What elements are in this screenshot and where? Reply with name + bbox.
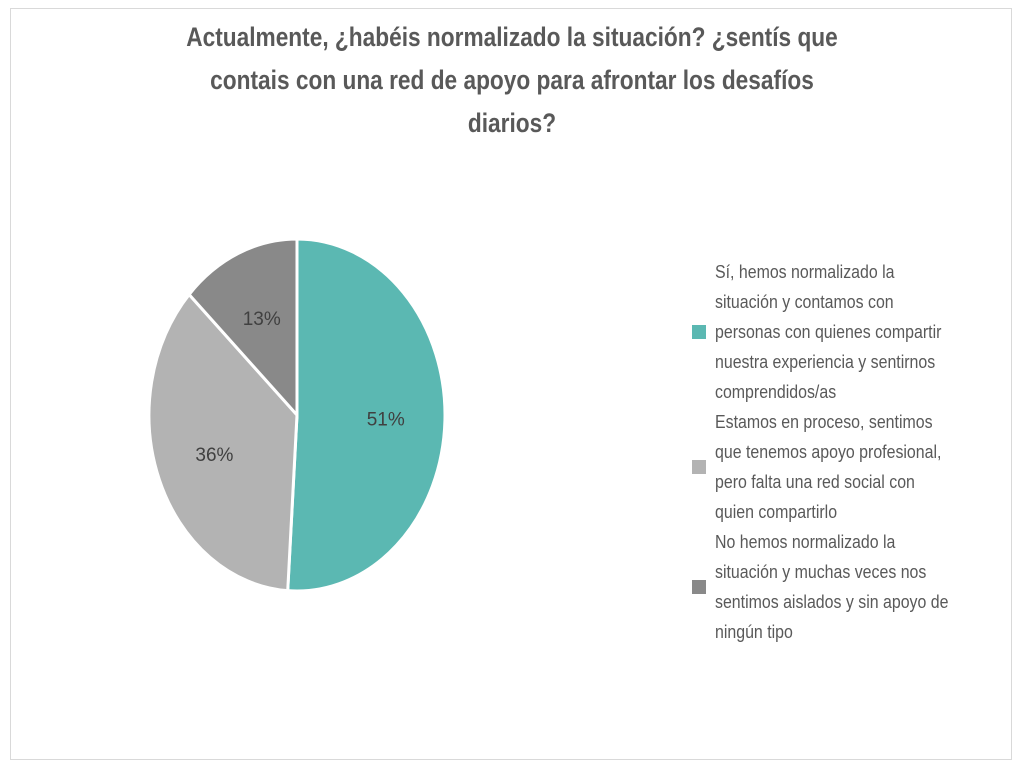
legend-item: Sí, hemos normalizado la situación y cont… xyxy=(692,257,1012,407)
chart-title-line: contais con una red de apoyo para afront… xyxy=(210,65,814,95)
legend-item: No hemos normalizado la situación y mucha… xyxy=(692,527,1012,647)
chart-frame xyxy=(10,8,1012,760)
data-label: 13% xyxy=(243,309,281,330)
legend-label: sentimos aislados y sin apoyo de xyxy=(715,591,949,612)
legend-label: quien compartirlo xyxy=(715,501,838,522)
chart-title-line: Actualmente, ¿habéis normalizado la situ… xyxy=(186,22,838,52)
legend-label: pero falta una red social con xyxy=(715,471,915,492)
legend-label: comprendidos/as xyxy=(715,381,837,402)
data-label: 36% xyxy=(195,445,233,466)
pie-slice xyxy=(286,237,447,593)
legend-label: Estamos en proceso, sentimos xyxy=(715,411,933,432)
legend-label: que tenemos apoyo profesional, xyxy=(715,441,942,462)
legend: Sí, hemos normalizado la situación y cont… xyxy=(692,257,1012,647)
legend-swatch xyxy=(692,325,706,339)
legend-label: personas con quienes compartir xyxy=(715,321,942,342)
legend-item: Estamos en proceso, sentimos que tenemos … xyxy=(692,407,1012,527)
chart-title-line: diarios? xyxy=(467,108,557,138)
legend-swatch xyxy=(692,460,706,474)
legend-label: ningún tipo xyxy=(715,621,793,642)
pie-slice xyxy=(147,292,299,593)
chart-title: Actualmente, ¿habéis normalizado la situ… xyxy=(0,16,1024,145)
legend-swatch xyxy=(692,580,706,594)
pie-slice xyxy=(187,237,299,419)
legend-label: nuestra experiencia y sentirnos xyxy=(715,351,936,372)
data-label: 51% xyxy=(367,409,405,430)
legend-label: situación y muchas veces nos xyxy=(715,561,927,582)
legend-label: Sí, hemos normalizado la xyxy=(715,261,895,282)
legend-label: situación y contamos con xyxy=(715,291,894,312)
legend-label: No hemos normalizado la xyxy=(715,531,896,552)
